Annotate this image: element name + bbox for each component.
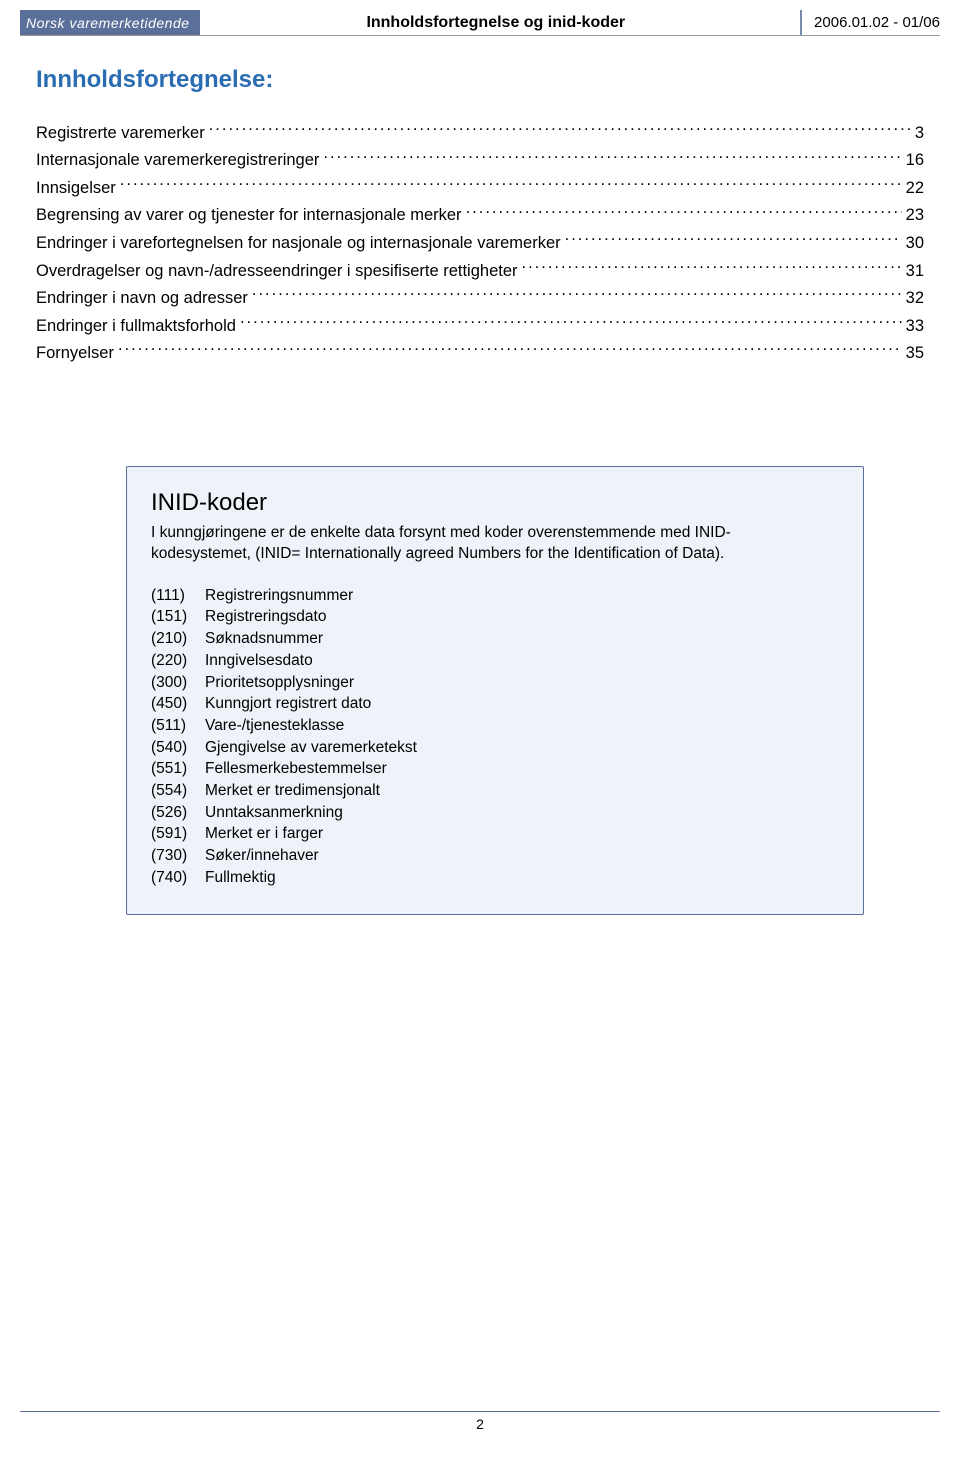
page-title: Innholdsfortegnelse: [36,66,924,94]
inid-code: (740) [151,867,205,889]
toc-label: Endringer i navn og adresser [36,286,248,311]
inid-item: (591)Merket er i farger [151,823,839,845]
inid-code: (551) [151,758,205,780]
toc-page: 31 [906,259,924,284]
inid-desc: Merket er i farger [205,823,839,845]
inid-item: (220)Inngivelsesdato [151,650,839,672]
toc-page: 33 [906,314,924,339]
inid-item: (740)Fullmektig [151,867,839,889]
toc-row: Fornyelser 35 [36,338,924,366]
header-title: Innholdsfortegnelse og inid-koder [200,10,793,35]
inid-desc: Søknadsnummer [205,628,839,650]
inid-desc: Merket er tredimensjonalt [205,780,839,802]
inid-code: (591) [151,823,205,845]
toc-row: Endringer i varefortegnelsen for nasjona… [36,228,924,256]
inid-intro: I kunngjøringene er de enkelte data fors… [151,523,751,565]
toc-page: 3 [915,121,924,146]
toc-leader [118,338,902,358]
toc-leader [240,311,902,331]
inid-item: (511)Vare-/tjenesteklasse [151,715,839,737]
inid-item: (540)Gjengivelse av varemerketekst [151,737,839,759]
toc-row: Internasjonale varemerkeregistreringer 1… [36,146,924,174]
toc-row: Begrensing av varer og tjenester for int… [36,201,924,229]
inid-desc: Fullmektig [205,867,839,889]
toc-row: Endringer i navn og adresser 32 [36,283,924,311]
inid-desc: Fellesmerkebestemmelser [205,758,839,780]
toc-row: Overdragelser og navn-/adresseendringer … [36,256,924,284]
toc-page: 30 [906,231,924,256]
inid-code: (511) [151,715,205,737]
inid-list: (111)Registreringsnummer (151)Registreri… [151,585,839,889]
toc-row: Innsigelser 22 [36,173,924,201]
inid-code: (300) [151,672,205,694]
inid-code: (111) [151,585,205,607]
toc-leader [120,173,902,193]
inid-desc: Søker/innehaver [205,845,839,867]
toc-leader [323,146,901,166]
toc-leader [522,256,902,276]
toc-page: 22 [906,176,924,201]
toc-row: Endringer i fullmaktsforhold 33 [36,311,924,339]
table-of-contents: Registrerte varemerker 3 Internasjonale … [36,118,924,366]
inid-item: (730)Søker/innehaver [151,845,839,867]
inid-code: (450) [151,693,205,715]
inid-desc: Vare-/tjenesteklasse [205,715,839,737]
page-number: 2 [476,1416,484,1432]
header-date: 2006.01.02 - 01/06 [810,10,940,35]
toc-label: Overdragelser og navn-/adresseendringer … [36,259,518,284]
inid-item: (151)Registreringsdato [151,606,839,628]
toc-label: Fornyelser [36,341,114,366]
inid-code: (220) [151,650,205,672]
inid-desc: Unntaksanmerkning [205,802,839,824]
toc-leader [252,283,902,303]
inid-desc: Registreringsnummer [205,585,839,607]
page-footer: 2 [20,1411,940,1432]
inid-desc: Gjengivelse av varemerketekst [205,737,839,759]
inid-desc: Prioritetsopplysninger [205,672,839,694]
inid-desc: Registreringsdato [205,606,839,628]
toc-label: Endringer i fullmaktsforhold [36,314,236,339]
inid-item: (551)Fellesmerkebestemmelser [151,758,839,780]
inid-item: (450)Kunngjort registrert dato [151,693,839,715]
toc-leader [466,201,902,221]
inid-item: (554)Merket er tredimensjonalt [151,780,839,802]
inid-item: (300)Prioritetsopplysninger [151,672,839,694]
toc-page: 35 [906,341,924,366]
inid-desc: Kunngjort registrert dato [205,693,839,715]
toc-page: 23 [906,203,924,228]
toc-leader [209,118,911,138]
inid-code: (526) [151,802,205,824]
toc-label: Registrerte varemerker [36,121,205,146]
inid-box: INID-koder I kunngjøringene er de enkelt… [126,466,864,915]
header-separator [800,10,810,35]
toc-label: Internasjonale varemerkeregistreringer [36,148,319,173]
inid-code: (540) [151,737,205,759]
toc-page: 32 [906,286,924,311]
inid-item: (210)Søknadsnummer [151,628,839,650]
toc-leader [565,228,902,248]
toc-label: Innsigelser [36,176,116,201]
header-badge: Norsk varemerketidende [20,10,200,35]
toc-page: 16 [906,148,924,173]
inid-desc: Inngivelsesdato [205,650,839,672]
inid-code: (210) [151,628,205,650]
toc-row: Registrerte varemerker 3 [36,118,924,146]
inid-code: (151) [151,606,205,628]
toc-label: Endringer i varefortegnelsen for nasjona… [36,231,561,256]
inid-item: (111)Registreringsnummer [151,585,839,607]
inid-code: (554) [151,780,205,802]
inid-item: (526)Unntaksanmerkning [151,802,839,824]
page-header: Norsk varemerketidende Innholdsfortegnel… [20,10,940,36]
inid-title: INID-koder [151,489,839,517]
inid-code: (730) [151,845,205,867]
toc-label: Begrensing av varer og tjenester for int… [36,203,462,228]
